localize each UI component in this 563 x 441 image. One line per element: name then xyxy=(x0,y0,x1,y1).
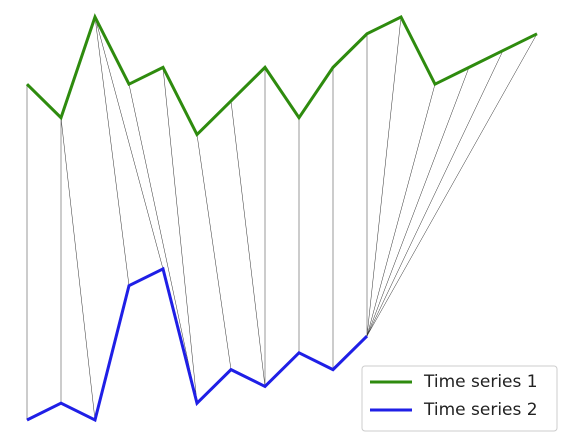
alignment-line xyxy=(366,67,470,337)
legend-label: Time series 1 xyxy=(423,372,538,392)
alignment-line xyxy=(128,84,198,404)
series-line xyxy=(26,266,369,423)
alignment-line xyxy=(60,117,96,421)
alignment-line xyxy=(196,134,232,370)
legend-label: Time series 2 xyxy=(423,400,538,420)
alignment-line xyxy=(230,100,266,387)
alignment-line xyxy=(366,84,436,337)
alignment-line xyxy=(366,50,504,337)
alignment-line xyxy=(94,16,130,286)
alignment-line xyxy=(94,16,164,269)
series-line xyxy=(25,13,538,138)
alignment-line xyxy=(162,67,198,404)
alignment-line xyxy=(366,16,402,337)
alignment-line xyxy=(366,33,538,337)
